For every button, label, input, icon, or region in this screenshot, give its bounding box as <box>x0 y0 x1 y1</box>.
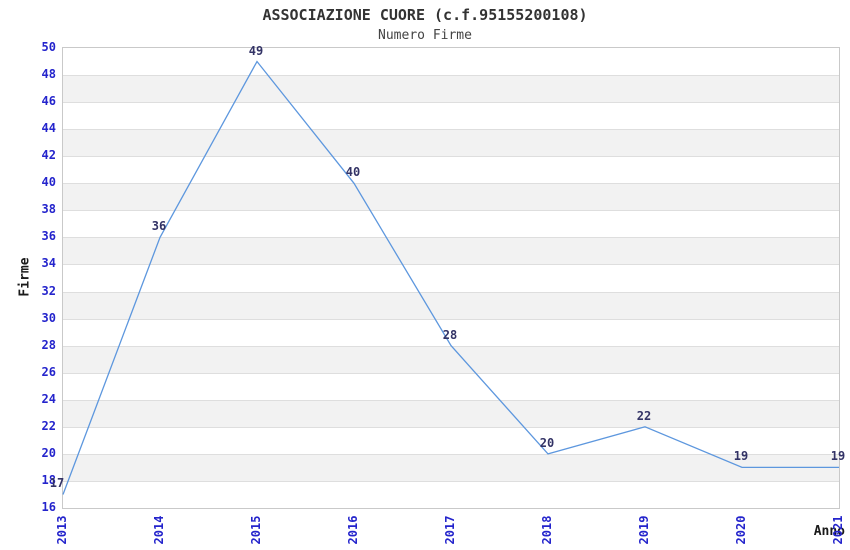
chart-subtitle: Numero Firme <box>378 28 472 43</box>
y-tick-label: 20 <box>41 445 56 460</box>
y-tick-label: 24 <box>41 391 56 406</box>
point-value-label: 28 <box>442 327 458 342</box>
y-tick-label: 36 <box>41 229 56 244</box>
point-value-label: 40 <box>345 165 361 180</box>
y-tick-label: 32 <box>41 283 56 298</box>
line-series-svg <box>62 60 839 495</box>
y-tick-label: 42 <box>41 148 56 163</box>
y-tick-label: 38 <box>41 202 56 217</box>
y-tick-label: 30 <box>41 310 56 325</box>
x-tick-label: 2019 <box>637 515 651 545</box>
y-tick-label: 28 <box>41 337 56 352</box>
chart-title: ASSOCIAZIONE CUORE (c.f.95155200108) <box>262 6 588 24</box>
x-tick-label: 2015 <box>249 515 263 545</box>
point-value-label: 20 <box>539 435 555 450</box>
point-value-label: 19 <box>830 449 846 464</box>
point-value-label: 22 <box>636 408 652 423</box>
plot-area <box>62 47 840 509</box>
point-value-label: 17 <box>49 476 65 491</box>
x-tick-label: 2020 <box>734 515 748 545</box>
y-tick-label: 50 <box>41 40 56 54</box>
y-tick-label: 46 <box>41 94 56 109</box>
y-tick-label: 34 <box>41 256 56 271</box>
x-tick-label: 2021 <box>831 515 845 545</box>
y-tick-label: 48 <box>41 67 56 82</box>
x-axis-title: Anno <box>813 524 845 539</box>
point-value-label: 49 <box>248 43 264 58</box>
x-tick-label: 2018 <box>540 515 554 545</box>
x-tick-label: 2014 <box>152 515 166 545</box>
y-tick-label: 40 <box>41 175 56 190</box>
y-tick-label: 22 <box>41 418 56 433</box>
y-tick-label: 44 <box>41 121 56 136</box>
x-tick-label: 2017 <box>443 515 457 545</box>
x-tick-label: 2013 <box>55 515 69 545</box>
point-value-label: 19 <box>733 449 749 464</box>
y-tick-label: 18 <box>41 472 56 487</box>
firme-line-series <box>62 60 839 495</box>
y-tick-label: 16 <box>41 500 56 514</box>
point-value-label: 36 <box>151 219 167 234</box>
x-tick-label: 2016 <box>346 515 360 545</box>
y-tick-label: 26 <box>41 364 56 379</box>
